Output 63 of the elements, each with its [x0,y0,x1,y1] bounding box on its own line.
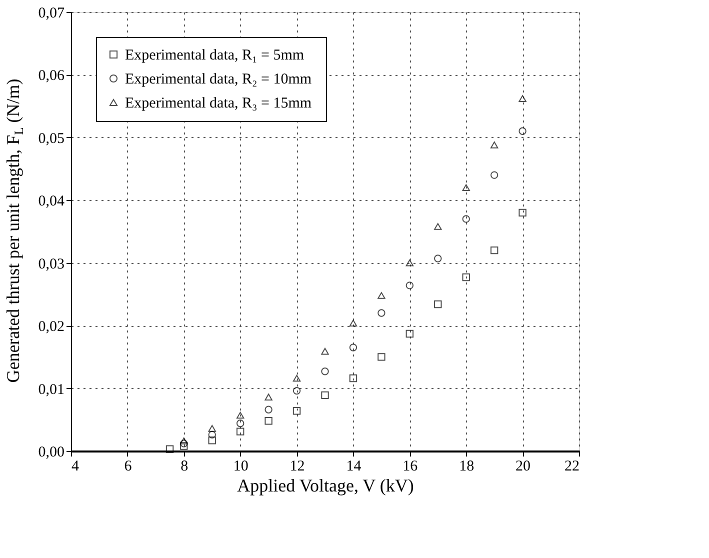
point [462,273,470,282]
x-tick-label: 16 [402,458,418,474]
x-tick-label: 8 [180,458,188,474]
point [378,292,386,299]
point [518,208,526,217]
y-tick-label: 0,02 [38,319,64,336]
point [180,438,188,444]
x-tick-label: 12 [290,458,305,474]
y-axis-title: Generated thrust per unit length, FL (N/m) [3,78,26,383]
point [292,374,301,382]
legend-label: Experimental data, R₂ = 10mm [125,72,312,88]
point [292,407,301,415]
y-tick-label: 0,03 [38,256,64,272]
y-tick-label: 0,04 [38,194,65,210]
point [518,127,526,136]
y-tick-label: 0,06 [38,68,65,84]
x-tick-label: 22 [564,458,580,474]
point [208,436,216,444]
point [264,417,272,425]
point [434,300,442,308]
point [406,282,414,290]
y-tick-label: 0,07 [38,6,65,22]
point [236,412,244,419]
point [434,223,442,230]
point [180,440,188,448]
point [166,445,174,453]
point [462,184,470,192]
point [518,95,526,102]
x-tick-label: 14 [346,458,362,474]
point [434,254,442,262]
point [292,386,301,395]
point [378,353,386,361]
point [406,259,414,266]
point [378,309,386,317]
x-tick-label: 10 [233,458,248,474]
point [349,344,358,352]
point [490,142,498,148]
point [321,348,329,355]
x-axis-title: Applied Voltage, V (kV) [237,476,414,496]
y-tick-label: 0,00 [38,444,64,460]
point [264,394,272,400]
legend-label: Experimental data, R₃ = 15mm [125,96,312,112]
point [236,428,244,436]
point [349,320,358,326]
point [208,430,216,439]
point [321,368,329,376]
point [490,171,498,179]
point [406,330,414,338]
x-tick-label: 6 [124,458,132,474]
legend-label: Experimental data, R₁ = 5mm [125,48,304,64]
y-tick-label: 0,05 [38,130,64,147]
point [264,406,272,414]
x-tick-label: 18 [459,458,474,474]
point [349,374,358,382]
x-tick-label: 4 [72,458,80,474]
point [462,215,470,223]
point [490,246,498,254]
point [236,420,244,428]
y-tick-label: 0,01 [38,382,64,398]
x-tick-label: 20 [516,458,531,474]
point [208,425,216,432]
point [321,391,329,400]
point [180,442,188,450]
